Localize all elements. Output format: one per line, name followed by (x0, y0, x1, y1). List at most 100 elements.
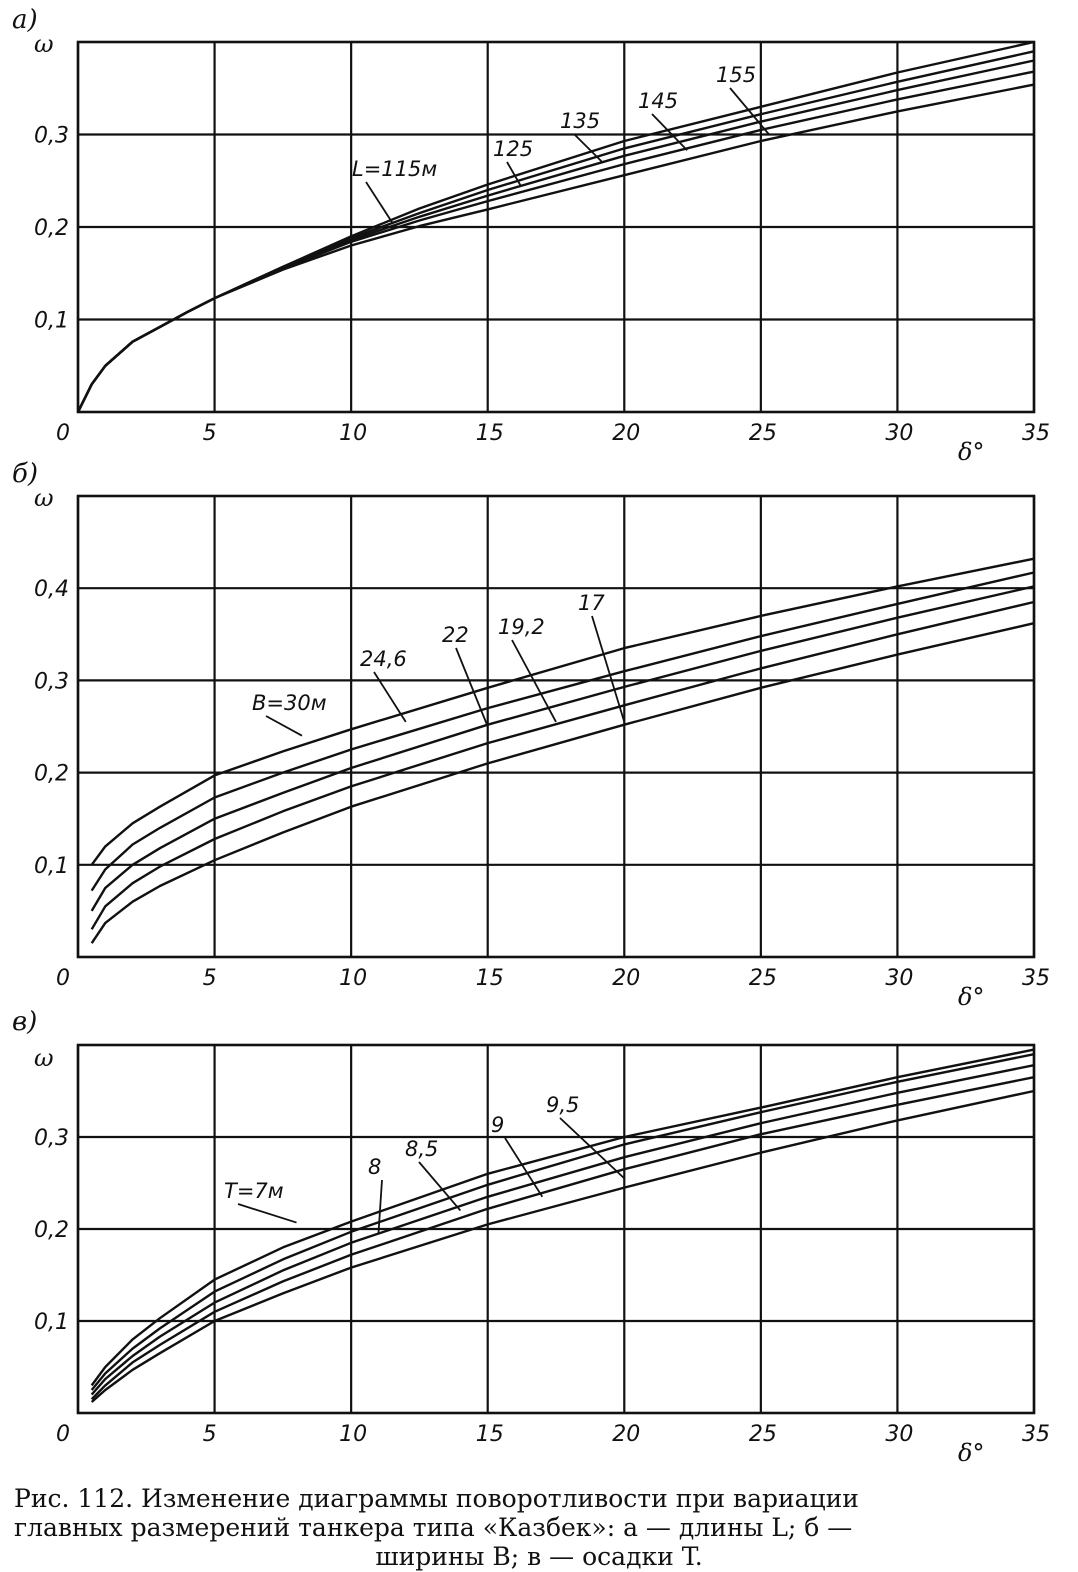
leader-line (573, 133, 604, 163)
series-line-4 (90, 600, 1035, 930)
plot-frame (76, 494, 1036, 959)
x-axis-label: δ° (958, 983, 984, 1011)
panel-label: б) (12, 459, 38, 489)
series-label-3: 22 (442, 623, 469, 647)
plot-frame (76, 40, 1036, 414)
series-line-5 (90, 1089, 1035, 1403)
x-tick-label: 25 (749, 1422, 777, 1447)
y-axis-label: ω (34, 30, 54, 58)
x-tick-label: 20 (612, 1422, 640, 1447)
leader-line (418, 1161, 462, 1212)
series-label-5: 9,5 (546, 1093, 579, 1117)
x-tick-label: 20 (612, 966, 640, 991)
series-line-2 (90, 571, 1035, 892)
x-tick-label: 20 (612, 421, 640, 446)
caption-line-2: главных размерений танкера типа «Казбек»… (14, 1513, 853, 1542)
x-tick-label: 30 (885, 966, 913, 991)
x-axis-label: δ° (958, 438, 984, 466)
y-tick-label: 0,2 (34, 216, 69, 241)
figure-112: 0 5 10 15 20 25 30 350,10,20,3а)ωδ°L=115м125135… (12, 5, 1050, 1467)
caption-line-1: Рис. 112. Изменение диаграммы поворотлив… (14, 1484, 859, 1513)
x-axis-label: δ° (958, 1439, 984, 1467)
panel-label: а) (12, 5, 38, 35)
y-axis-label: ω (34, 1044, 54, 1072)
x-tick-label: 10 (339, 966, 367, 991)
y-tick-label: 0,1 (34, 309, 69, 334)
series-label-3: 8,5 (405, 1137, 438, 1161)
figure-caption: Рис. 112. Изменение диаграммы поворотлив… (14, 1484, 1064, 1571)
y-axis-label: ω (34, 484, 54, 512)
leader-line (265, 715, 303, 737)
series-label-1: L=115м (352, 157, 437, 181)
series-label-2: 8 (368, 1155, 381, 1179)
series-line-5 (90, 622, 1035, 944)
series-line-1 (90, 557, 1035, 866)
x-tick-label: 15 (476, 1422, 504, 1447)
leader-line (506, 161, 522, 186)
series-line-3 (90, 585, 1035, 912)
leader-line (237, 1203, 297, 1224)
x-tick-label: 0 (56, 421, 70, 446)
y-tick-label: 0,3 (34, 124, 69, 149)
series-label-4: 145 (638, 89, 678, 113)
series-label-1: В=30м (252, 691, 327, 715)
x-tick-label: 0 (56, 966, 70, 991)
leader-line (373, 671, 407, 723)
leader-line (365, 181, 393, 223)
series-label-1: Т=7м (224, 1179, 284, 1203)
x-tick-label: 10 (339, 421, 367, 446)
series-line-2 (90, 1053, 1035, 1391)
x-tick-label: 10 (339, 1422, 367, 1447)
series-label-4: 19,2 (498, 615, 545, 639)
leader-line (511, 639, 557, 723)
caption-line-3: ширины B; в — осадки T. (375, 1542, 703, 1571)
x-tick-label: 15 (476, 966, 504, 991)
grid (76, 496, 1036, 957)
grid (76, 42, 1036, 412)
x-tick-label: 35 (1022, 966, 1050, 991)
series-label-2: 24,6 (360, 647, 407, 671)
series-label-4: 9 (491, 1113, 504, 1137)
chart-panel-3: 0 5 10 15 20 25 30 35 0,1 0,2 0,3 в) ω δ° Т=7м 8 8,5 9 9,5 (12, 1007, 1050, 1467)
y-tick-label: 0,2 (34, 1218, 69, 1243)
series-label-5: 17 (578, 591, 605, 615)
x-tick-label: 0 (56, 1422, 70, 1447)
series-line-3 (90, 1064, 1035, 1396)
series-line-2 (76, 50, 1035, 413)
leader-line (729, 87, 770, 136)
x-tick-label: 25 (749, 966, 777, 991)
series-label-3: 135 (560, 109, 600, 133)
x-tick-label: 35 (1022, 1422, 1050, 1447)
x-tick-label: 5 (203, 966, 217, 991)
series-line-1 (90, 1048, 1035, 1387)
plot-frame (76, 1043, 1036, 1415)
series-label-2: 125 (493, 137, 533, 161)
x-tick-label: 30 (885, 421, 913, 446)
y-tick-label: 0,3 (34, 1126, 69, 1151)
series-line-4 (90, 1076, 1035, 1401)
x-tick-label: 5 (203, 421, 217, 446)
y-tick-label: 0,2 (34, 762, 69, 787)
series-line-5 (76, 83, 1035, 413)
chart-panel-1: 0 5 10 15 20 25 30 35 0,1 0,2 0,3 а)ω δ° L=115м 125 135… (12, 5, 1050, 466)
x-tick-label: 25 (749, 421, 777, 446)
series-line-4 (76, 70, 1035, 413)
leader-line (559, 1117, 625, 1180)
y-tick-label: 0,4 (34, 577, 69, 602)
grid (76, 1045, 1036, 1413)
chart-panel-2: 0 5 10 15 20 25 30 35 0,1 0,2 0,3 0,4 б)ω δ° В=30м 24,6… (12, 459, 1050, 1011)
series-label-5: 155 (716, 63, 756, 87)
x-tick-label: 35 (1022, 421, 1050, 446)
y-tick-label: 0,3 (34, 669, 69, 694)
leader-line (504, 1137, 544, 1198)
leader-line (651, 113, 688, 151)
panel-label: в) (12, 1007, 37, 1037)
leader-line (377, 1179, 383, 1234)
x-tick-label: 5 (203, 1422, 217, 1447)
y-tick-label: 0,1 (34, 1310, 69, 1335)
x-tick-label: 15 (476, 421, 504, 446)
leader-line (591, 615, 626, 723)
leader-line (455, 647, 489, 727)
y-tick-label: 0,1 (34, 854, 69, 879)
x-tick-label: 30 (885, 1422, 913, 1447)
